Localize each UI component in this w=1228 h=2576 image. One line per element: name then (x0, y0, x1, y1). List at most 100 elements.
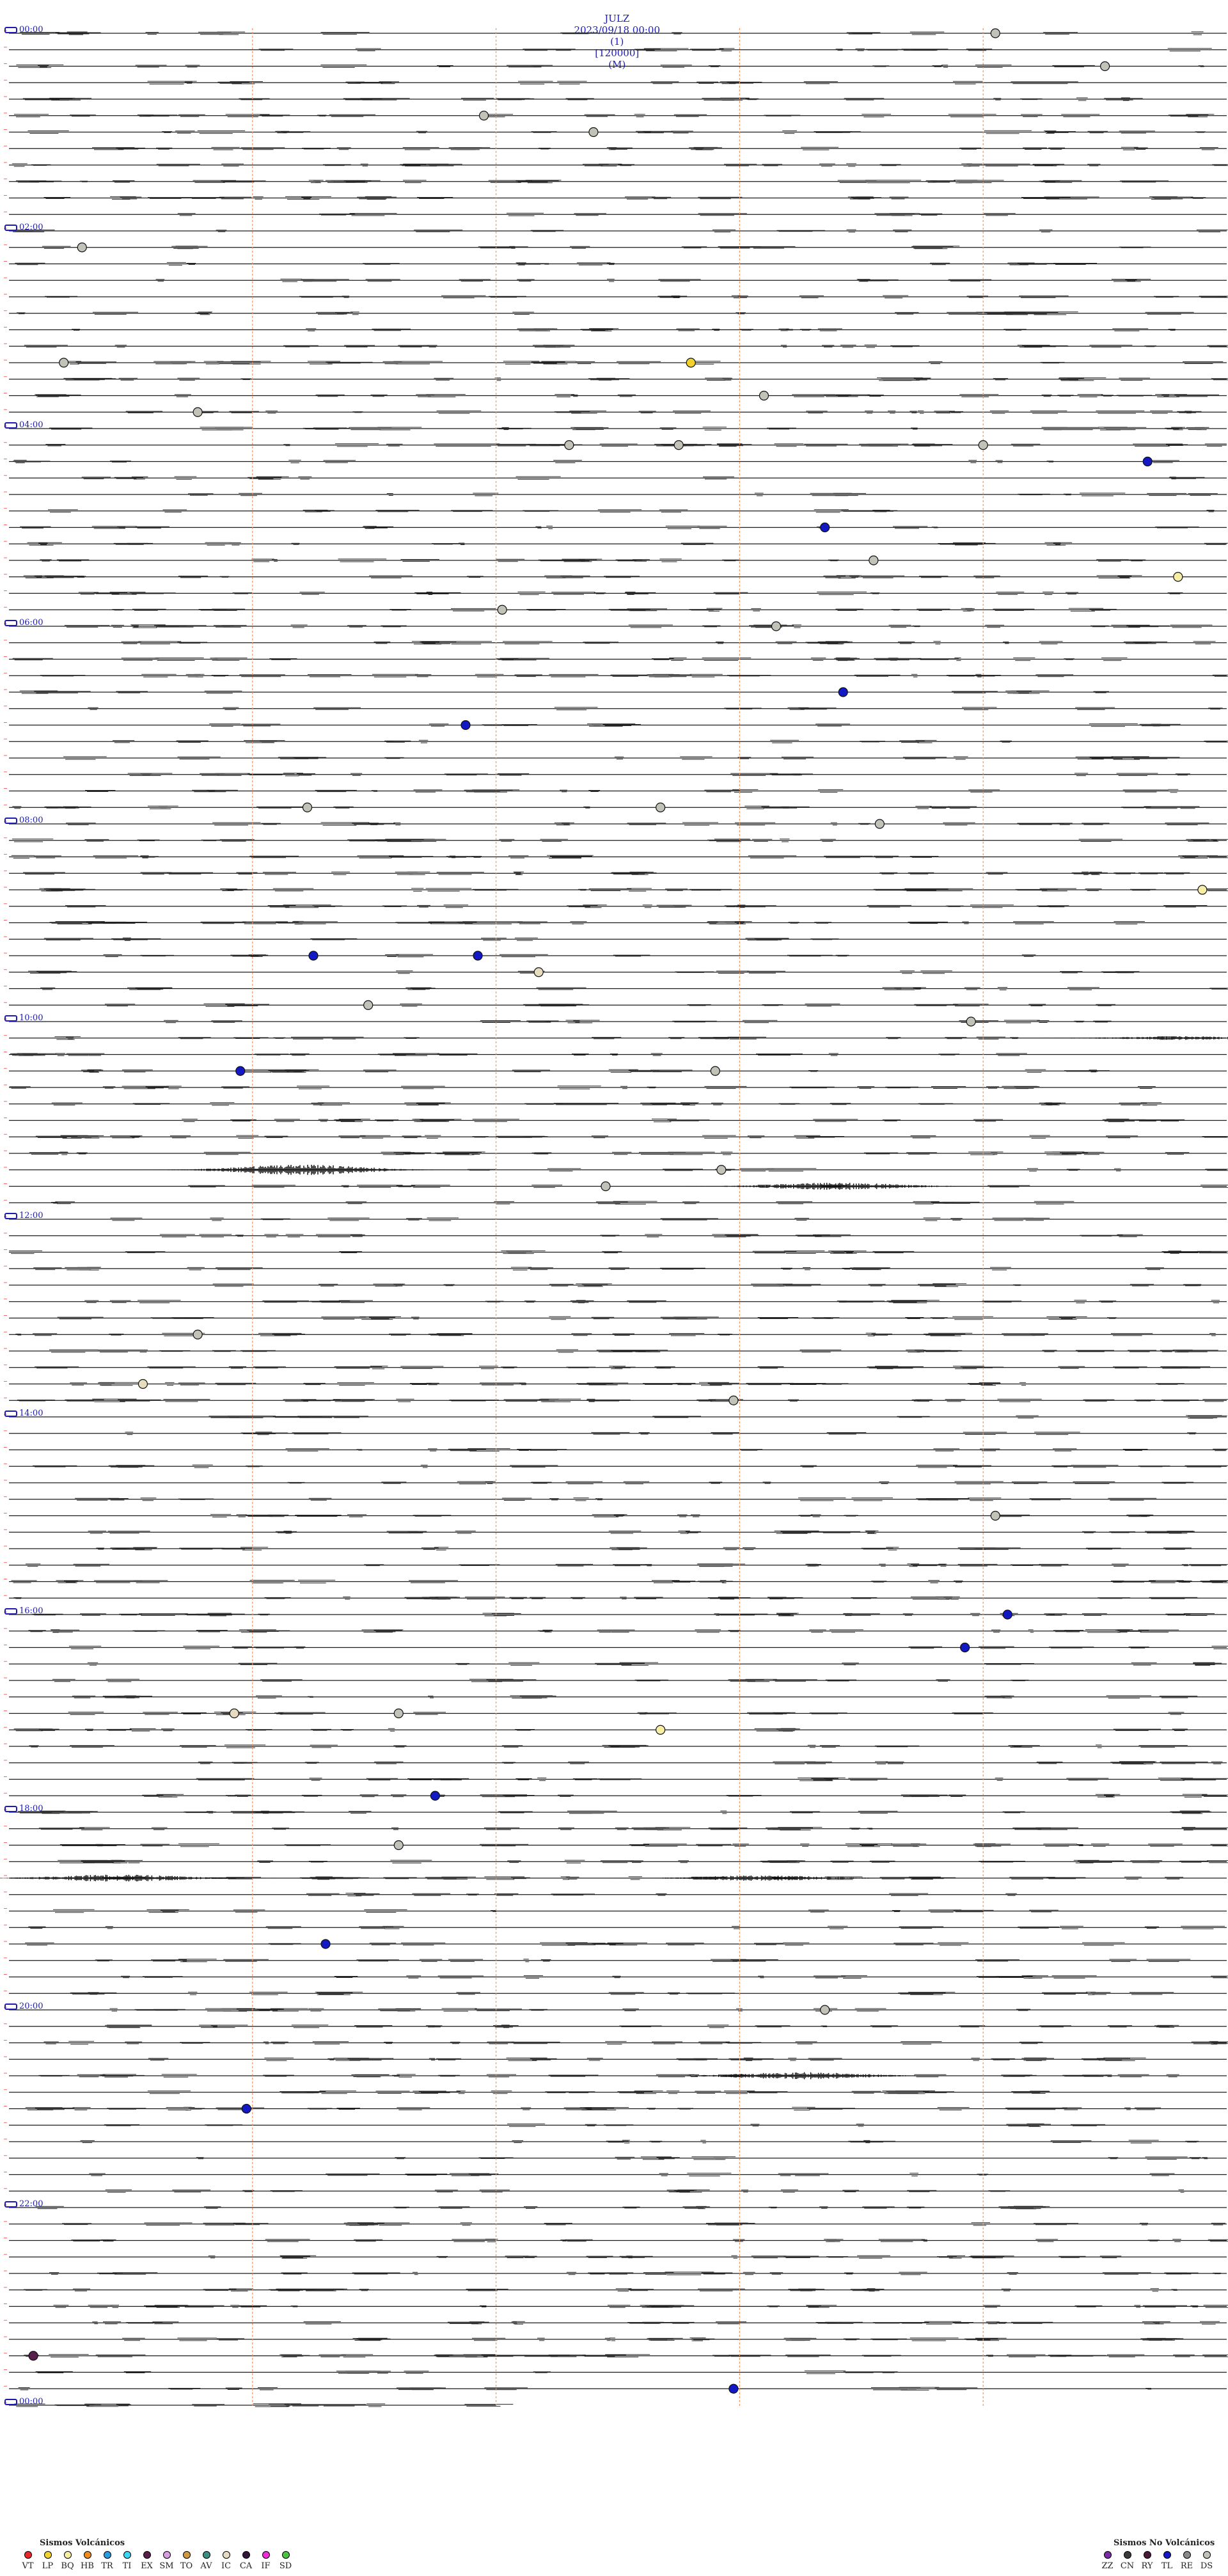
event-marker-ic (138, 1379, 148, 1389)
trace-noise (68, 1645, 1228, 1650)
hour-label: 04:00 (19, 420, 43, 430)
trace-noise (57, 1316, 1117, 1320)
hour-bracket (4, 620, 17, 626)
volcanic-legend-title: Sismos Volcánicos (40, 2538, 125, 2548)
event-marker-ds (869, 555, 879, 565)
trace-noise (29, 1744, 1188, 1748)
trace-noise (22, 97, 1143, 101)
volcanic-legend-label: TI (122, 2561, 132, 2571)
trace-noise (112, 739, 1228, 743)
trace-noise (65, 905, 1208, 908)
trace-noise (258, 48, 1212, 52)
trace-noise (155, 278, 1151, 282)
hour-label: 10:00 (19, 1013, 43, 1023)
trace-noise (13, 459, 1179, 464)
trace-noise (78, 591, 1183, 596)
volcanic-legend-dot (182, 2551, 191, 2559)
trace-noise (49, 921, 1145, 925)
nonvolcanic-legend-dot (1103, 2551, 1112, 2559)
trace-noise (159, 1234, 1143, 1238)
event-marker-ds (302, 802, 313, 812)
trace-noise (45, 295, 1228, 299)
hour-bracket (4, 422, 17, 429)
trace-noise (88, 1530, 1195, 1534)
hour-bracket (4, 2399, 17, 2405)
trace-noise (12, 657, 1128, 661)
volcanic-legend-item: LP (38, 2551, 58, 2571)
trace-noise (105, 2025, 1179, 2028)
trace-noise (49, 2272, 1222, 2275)
trace-noise (148, 2057, 1146, 2061)
trace-noise (59, 1843, 1228, 1847)
trace-noise (19, 690, 1109, 694)
trace-noise (33, 1464, 1228, 1468)
volcanic-legend-dot (24, 2551, 32, 2559)
event-marker-tl (960, 1642, 970, 1653)
volcanic-legend-dot (143, 2551, 151, 2559)
trace-noise (70, 1382, 1185, 1386)
trace-noise (147, 2090, 1050, 2094)
hour-bracket (4, 1015, 17, 1022)
volcanic-legend-dot (262, 2551, 270, 2559)
trace-noise (121, 1975, 1228, 1979)
trace-noise (52, 1679, 1029, 1682)
trace-noise (467, 1168, 1228, 1172)
trace-noise (54, 1036, 1177, 1040)
volcanic-legend-label: AV (200, 2561, 212, 2571)
hour-label: 00:00 (19, 25, 43, 35)
trace-noise (43, 937, 839, 941)
trace-noise (28, 1925, 1225, 1929)
trace-noise (43, 196, 1206, 200)
trace-noise (196, 1777, 1228, 1782)
trace-noise (95, 1959, 1191, 1963)
trace-noise (196, 2156, 1208, 2160)
trace-noise (121, 641, 1216, 645)
trace-noise (17, 312, 1194, 315)
trace-noise (32, 1613, 1215, 1616)
event-marker-ex (28, 2351, 38, 2361)
trace-noise (25, 1942, 1125, 1946)
hour-bracket (4, 225, 17, 231)
nonvolcanic-legend-dot (1163, 2551, 1171, 2559)
trace-noise (209, 1415, 1227, 1419)
trace-noise (164, 1020, 1112, 1023)
event-marker-ds (656, 802, 666, 812)
trace-noise (40, 987, 1228, 990)
hour-bracket (4, 2003, 17, 2010)
trace-noise (18, 1810, 1211, 1814)
volcanic-legend-dot (43, 2551, 52, 2559)
event-marker-ds (193, 1329, 203, 1339)
hour-label: 12:00 (19, 1211, 43, 1221)
nonvolcanic-legend-item: DS (1197, 2551, 1216, 2571)
volcanic-legend-label: IC (221, 2561, 232, 2571)
trace-noise (125, 410, 1202, 414)
channel-number: (1) (610, 36, 624, 47)
seismic-burst (608, 1876, 924, 1881)
trace-noise (17, 1398, 1228, 1402)
helicorder-plot: 00:00 02:00 04:00 06:00 08:00 10:00 12:00 14:00… (0, 25, 1228, 2408)
volcanic-legend-item: IC (216, 2551, 236, 2571)
trace-noise (38, 2074, 1179, 2078)
nonvolcanic-legend-label: RE (1180, 2561, 1193, 2571)
trace-noise (28, 1629, 1179, 1633)
event-marker-ds (716, 1165, 727, 1175)
event-marker-ds (978, 440, 988, 450)
trace-noise (12, 839, 1228, 842)
trace-noise (58, 1860, 1228, 1863)
trace-noise (84, 1300, 1220, 1304)
event-marker-ds (990, 28, 1000, 38)
volcanic-legend-label: TO (180, 2561, 193, 2571)
volcanic-legend-dot (222, 2551, 230, 2559)
event-marker-ds (601, 1181, 611, 1192)
volcanic-legend-label: VT (22, 2561, 34, 2571)
volcanic-legend-item: HB (77, 2551, 97, 2571)
volcanic-legend-item: EX (137, 2551, 157, 2571)
event-marker-ds (77, 242, 87, 253)
nonvolcanic-legend-label: TL (1161, 2561, 1173, 2571)
trace-noise (89, 2172, 1175, 2177)
trace-noise (212, 1283, 1202, 1287)
trace-noise (23, 871, 1190, 875)
trace-noise (210, 1513, 1154, 1518)
hour-label: 00:00 (19, 2397, 43, 2406)
trace-noise (35, 1366, 1211, 1370)
